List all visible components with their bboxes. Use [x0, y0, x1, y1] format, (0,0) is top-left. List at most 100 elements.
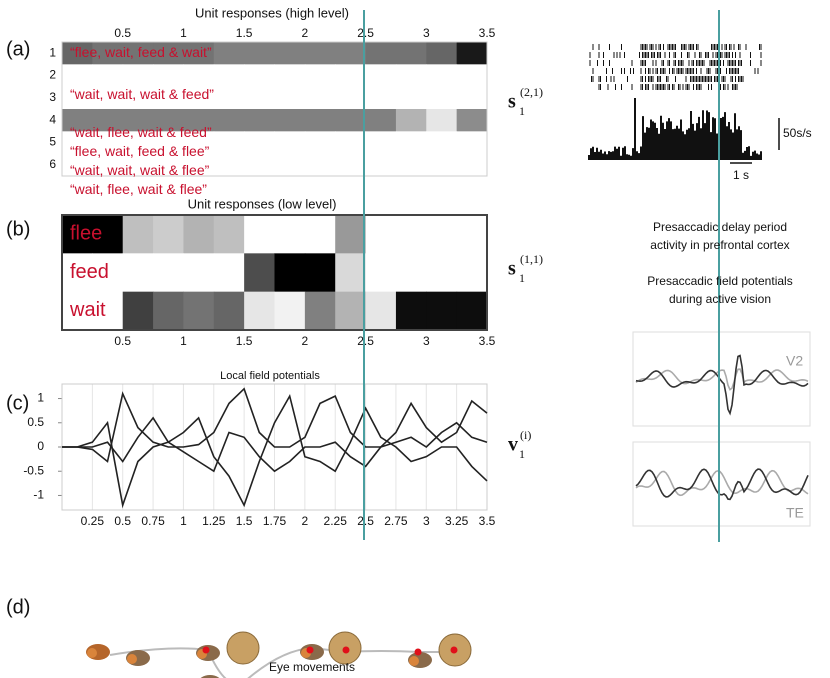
- heat-cell: [122, 64, 154, 87]
- heat-cell: [274, 86, 306, 110]
- math-sup: (2,1): [520, 85, 543, 99]
- row-label: 2: [49, 68, 56, 82]
- heat-cell: [183, 109, 215, 132]
- heat-cell: [62, 64, 93, 87]
- y-tick-label: 0: [37, 439, 44, 453]
- fixation: [450, 646, 458, 654]
- heat-cell: [304, 86, 336, 110]
- y-tick-label: 1: [37, 391, 44, 405]
- math-sup: (1,1): [520, 252, 543, 266]
- row-label: wait: [69, 299, 106, 321]
- row-label: 4: [49, 112, 56, 126]
- caption: Eye movements: [269, 660, 355, 674]
- raster-row: [598, 84, 738, 90]
- heat-cell: [335, 131, 367, 154]
- bird-breast: [409, 656, 419, 666]
- lfp-trace: [635, 368, 809, 391]
- heat-cell: [395, 291, 427, 331]
- line-series: [62, 393, 488, 509]
- heat-cell: [62, 109, 93, 132]
- panel-label: (d): [6, 596, 30, 618]
- heat-cell: [213, 131, 245, 154]
- heat-cell: [335, 215, 367, 254]
- heat-cell: [244, 215, 275, 254]
- x-tick-label: 1: [180, 514, 187, 528]
- math-symbol: s: [508, 91, 516, 113]
- heat-cell: [426, 291, 458, 331]
- heat-cell: [244, 64, 275, 87]
- heat-cell: [335, 64, 367, 87]
- math-sub: 1: [519, 104, 525, 118]
- caption: Presaccadic field potentials: [647, 274, 792, 288]
- lfp-trace: [635, 468, 809, 501]
- heat-cell: [395, 109, 427, 132]
- x-tick-label: 2.75: [384, 514, 408, 528]
- heat-cell: [244, 42, 275, 65]
- heat-cell: [274, 253, 306, 292]
- y-tick-label: 0.5: [27, 415, 44, 429]
- heat-cell: [153, 64, 184, 87]
- heat-cell: [213, 86, 245, 110]
- heat-cell: [304, 42, 336, 65]
- heat-cell: [213, 109, 245, 132]
- heat-cell: [153, 153, 184, 177]
- heat-cell: [304, 253, 336, 292]
- heat-cell: [183, 291, 215, 331]
- heat-cell: [335, 153, 367, 177]
- heat-cell: [456, 64, 488, 87]
- heat-cell: [62, 215, 93, 254]
- x-tick-label: 0.25: [81, 514, 105, 528]
- heat-cell: [244, 109, 275, 132]
- panel-label: (c): [6, 392, 29, 414]
- heat-cell: [304, 109, 336, 132]
- heat-cell: [304, 64, 336, 87]
- heat-cell: [365, 131, 397, 154]
- heat-cell: [365, 42, 397, 65]
- fixation: [414, 648, 422, 656]
- bird: [200, 675, 220, 678]
- heat-cell: [365, 109, 397, 132]
- y-tick-label: -1: [33, 488, 44, 502]
- heat-cell: [183, 131, 215, 154]
- x-tick-label: 3.5: [479, 26, 496, 40]
- heat-cell: [274, 291, 306, 331]
- panel-label: (b): [6, 218, 30, 240]
- heat-cell: [92, 153, 124, 177]
- math-sub: 1: [519, 447, 525, 461]
- heat-cell: [244, 253, 275, 292]
- heat-cell: [274, 109, 306, 132]
- heat-cell: [426, 86, 458, 110]
- math-symbol: s: [508, 258, 516, 280]
- heat-cell: [274, 153, 306, 177]
- heat-cell: [395, 253, 427, 292]
- x-tick-label: 0.5: [114, 334, 131, 348]
- heat-cell: [395, 131, 427, 154]
- bird-breast: [87, 648, 97, 658]
- plot-frame: [61, 41, 488, 177]
- x-tick-label: 3.5: [479, 334, 496, 348]
- chart-title: Unit responses (high level): [195, 5, 349, 20]
- x-tick-label: 2: [302, 334, 309, 348]
- heat-cell: [456, 291, 488, 331]
- heat-cell: [304, 291, 336, 331]
- heat-cell: [395, 215, 427, 254]
- x-tick-label: 2.25: [324, 514, 348, 528]
- heat-cell: [92, 291, 124, 331]
- heat-cell: [456, 42, 488, 65]
- heat-cell: [456, 86, 488, 110]
- heat-cell: [92, 109, 124, 132]
- heat-cell: [122, 131, 154, 154]
- heat-cell: [153, 86, 184, 110]
- bird-breast: [127, 654, 137, 664]
- heat-cell: [153, 131, 184, 154]
- fixation: [342, 646, 350, 654]
- heat-cell: [426, 215, 458, 254]
- heat-cell: [153, 42, 184, 65]
- heat-cell: [274, 215, 306, 254]
- heat-cell: [122, 109, 154, 132]
- heat-cell: [183, 253, 215, 292]
- row-label: flee: [70, 222, 102, 244]
- time-scale: 1 s: [733, 168, 749, 182]
- raster-row: [589, 60, 762, 66]
- raster-row: [589, 52, 762, 58]
